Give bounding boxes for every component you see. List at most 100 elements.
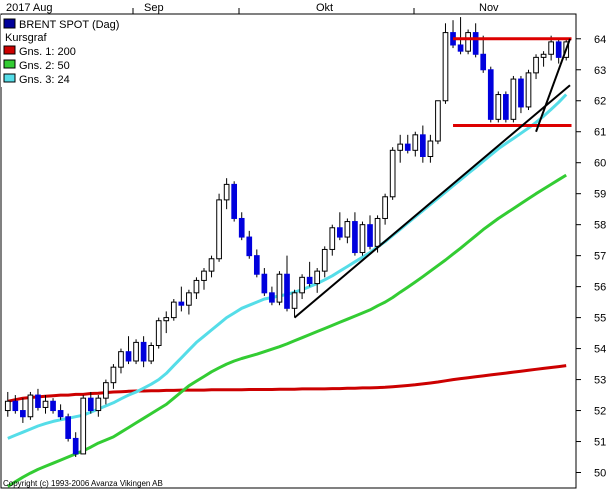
candle-body — [306, 276, 313, 285]
candle-body — [503, 94, 509, 120]
candle-body — [42, 400, 49, 408]
candle-body — [555, 41, 562, 58]
y-tick-label: 56 — [594, 282, 606, 294]
chart-subtitle: Kursgraf — [5, 32, 48, 44]
candle-body — [427, 140, 434, 158]
candle-body — [125, 351, 132, 362]
candle-body — [269, 292, 275, 303]
y-tick-label: 62 — [594, 96, 606, 108]
candle-body — [186, 292, 192, 306]
candle-body — [246, 236, 253, 257]
legend-label-gns1: Gns. 1: 200 — [19, 46, 76, 58]
y-tick-label: 63 — [594, 65, 606, 77]
candle-body — [465, 32, 471, 52]
candle-body — [50, 400, 56, 412]
y-tick-label: 64 — [594, 34, 606, 46]
candle-body — [336, 227, 343, 238]
candle-body — [118, 351, 124, 368]
candle-body — [435, 100, 441, 142]
legend: BRENT SPOT (Dag) Kursgraf Gns. 1: 200 Gn… — [1, 15, 136, 87]
candle-body — [540, 53, 547, 58]
candle-body — [404, 143, 411, 151]
candle-body — [201, 270, 207, 281]
candle-body — [57, 410, 64, 418]
candle-body — [412, 134, 419, 151]
candle-body — [72, 437, 79, 455]
candle-body — [65, 416, 71, 439]
y-tick-label: 50 — [594, 468, 606, 480]
candle-body — [27, 394, 34, 418]
chart-title: BRENT SPOT (Dag) — [19, 19, 119, 31]
candle-body — [95, 397, 102, 412]
candle-body — [397, 143, 404, 151]
y-tick-label: 60 — [594, 158, 606, 170]
candle-body — [510, 78, 517, 120]
candle-body — [389, 149, 396, 198]
series-line-2 — [7, 173, 567, 488]
candle-body — [314, 270, 321, 285]
candle-body — [110, 366, 117, 384]
candle-body — [163, 317, 170, 322]
y-axis: 50 51 52 53 54 55 56 57 58 59 60 61 62 63 64 — [576, 34, 606, 480]
x-tick-label: Nov — [479, 2, 499, 14]
x-axis: 2017 Aug Sep Okt Nov — [6, 2, 499, 14]
y-tick-label: 52 — [594, 406, 606, 418]
y-tick-label: 57 — [594, 251, 606, 263]
legend-box — [1, 15, 136, 87]
candle-body — [12, 400, 19, 412]
candle-body — [329, 227, 336, 250]
candle-body — [4, 400, 11, 412]
candle-body — [261, 273, 268, 294]
candle-body — [193, 279, 200, 294]
legend-swatch-gns1 — [3, 45, 16, 55]
candle-body — [80, 397, 87, 455]
candle-body — [495, 94, 502, 120]
candle-body — [525, 72, 532, 108]
copyright-text: Copyright (c) 1993-2006 Avanza Vikingen … — [3, 479, 163, 488]
x-tick-label: Sep — [144, 2, 164, 14]
candle-body — [216, 199, 222, 260]
candle-body — [291, 292, 298, 309]
candle-body — [480, 53, 487, 71]
candle-body — [359, 224, 366, 254]
candle-body — [442, 32, 449, 102]
legend-label-gns3: Gns. 3: 24 — [19, 74, 70, 86]
candle-body — [299, 276, 305, 294]
y-tick-label: 51 — [594, 437, 606, 449]
legend-label-gns2: Gns. 2: 50 — [19, 60, 70, 72]
candle-body — [133, 341, 139, 362]
candle-body — [548, 41, 554, 55]
candle-body — [276, 273, 283, 303]
candles — [4, 17, 570, 458]
trend-line — [293, 84, 571, 319]
candle-body — [178, 301, 185, 306]
y-tick-label: 54 — [594, 344, 606, 356]
y-tick-label: 59 — [594, 189, 606, 201]
candle-body — [170, 301, 177, 319]
y-tick-label: 58 — [594, 220, 606, 232]
candle-body — [35, 394, 41, 408]
candle-body — [472, 32, 479, 55]
legend-swatch-gns3 — [3, 73, 16, 83]
candle-body — [321, 248, 328, 272]
x-tick-label: Okt — [316, 2, 333, 14]
candle-body — [155, 320, 162, 346]
candle-body — [87, 397, 94, 412]
trend-line — [535, 38, 571, 133]
candle-body — [352, 221, 358, 254]
candle-body — [140, 341, 147, 362]
y-tick-label: 53 — [594, 375, 606, 387]
candle-body — [518, 78, 524, 108]
series-line-1 — [7, 364, 567, 403]
candle-body — [487, 69, 494, 120]
candle-body — [382, 196, 388, 219]
candle-body — [420, 134, 426, 158]
title-swatch — [3, 18, 16, 29]
candle-body — [374, 217, 381, 247]
candle-body — [284, 273, 290, 309]
candle-body — [238, 217, 245, 238]
candle-body — [208, 258, 215, 272]
candle-body — [148, 344, 154, 362]
candle-body — [344, 221, 351, 238]
